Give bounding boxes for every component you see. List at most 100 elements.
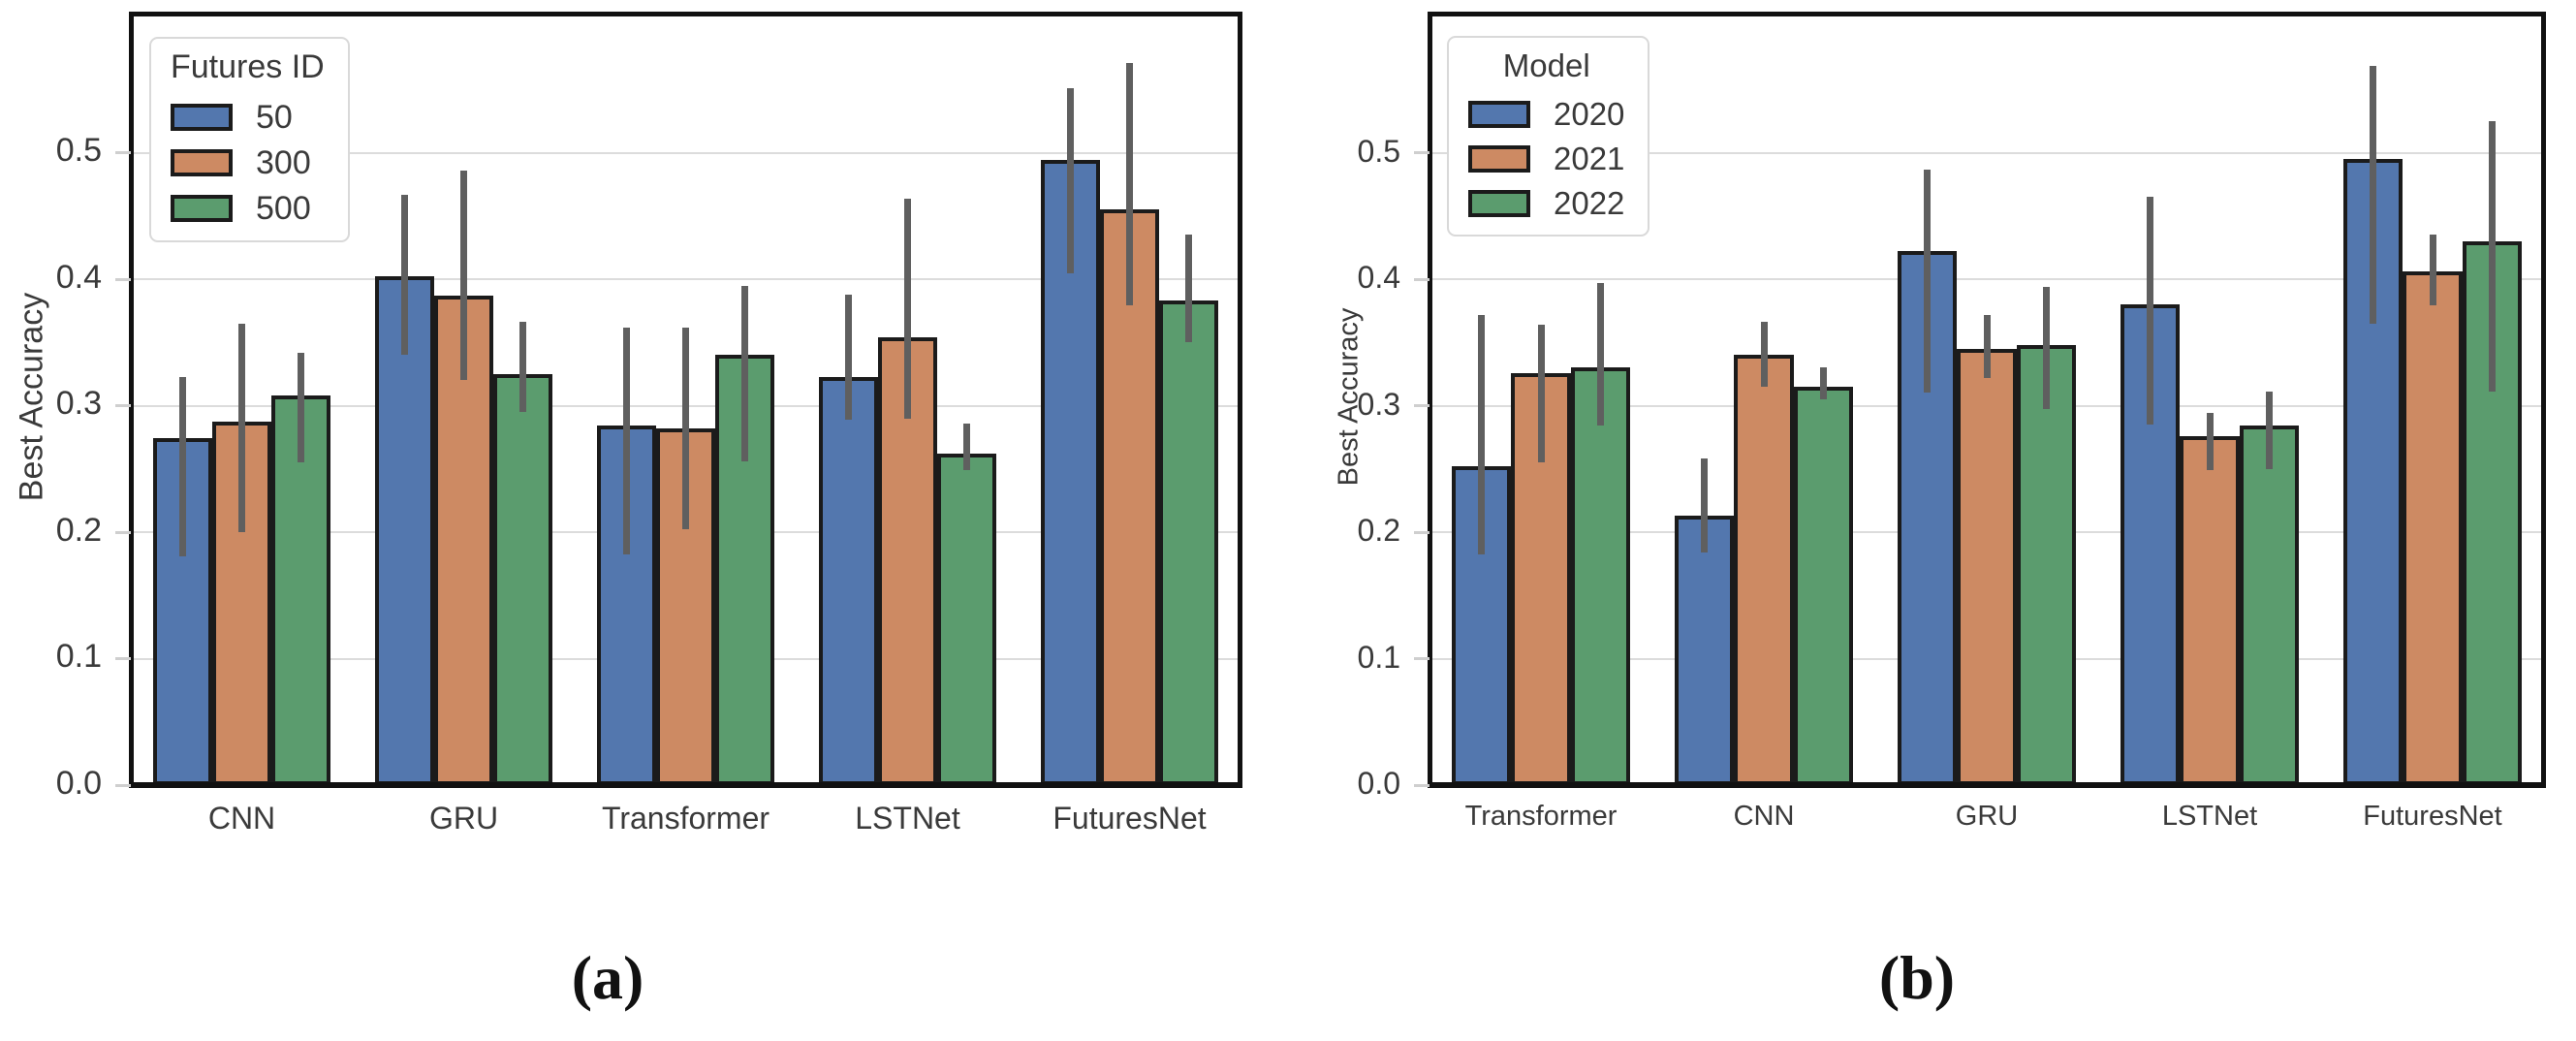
axis-spine	[1428, 782, 2546, 788]
error-bar-CNN-300	[238, 323, 245, 532]
gridline	[131, 151, 1241, 154]
y-tick-label: 0.2	[55, 511, 102, 549]
bar-CNN-2022	[1793, 386, 1853, 785]
error-bar-CNN-2020	[1701, 458, 1709, 552]
bar-LSTNet-2022	[2239, 426, 2299, 785]
error-bar-CNN-2021	[1760, 322, 1768, 387]
bar-GRU-500	[493, 373, 553, 785]
error-bar-Transformer-2021	[1537, 325, 1545, 463]
axis-spine	[129, 12, 1242, 16]
x-tick-label-FuturesNet: FuturesNet	[2363, 801, 2502, 832]
legend-entry-label: 2020	[1554, 96, 1625, 133]
error-bar-FuturesNet-500	[1185, 235, 1193, 343]
error-bar-GRU-2020	[1924, 169, 1932, 394]
error-bar-FuturesNet-2021	[2429, 235, 2436, 306]
legend-entry-50: 50	[171, 101, 325, 134]
gridline	[1429, 278, 2544, 281]
legend-swatch-icon	[171, 194, 233, 222]
error-bar-Transformer-500	[741, 285, 749, 461]
y-tick-label: 0.5	[1357, 133, 1400, 169]
bar-GRU-50	[374, 276, 434, 785]
caption-a: (a)	[571, 943, 644, 1012]
y-tick-mark	[1414, 530, 1429, 534]
bar-LSTNet-500	[937, 454, 997, 785]
legend-entry-label: 300	[256, 143, 311, 181]
bar-FuturesNet-50	[1040, 160, 1100, 785]
x-tick-label-LSTNet: LSTNet	[855, 801, 960, 836]
error-bar-FuturesNet-2020	[2370, 65, 2377, 324]
y-tick-mark	[115, 151, 131, 155]
y-tick-label: 0.5	[55, 132, 102, 170]
error-bar-FuturesNet-2022	[2488, 120, 2496, 393]
error-bar-FuturesNet-300	[1126, 62, 1133, 306]
legend-title: Futures ID	[171, 48, 325, 85]
legend-entry-label: 500	[256, 189, 311, 227]
bar-GRU-2022	[2016, 344, 2076, 785]
y-tick-mark	[115, 783, 131, 787]
legend-entry-2022: 2022	[1468, 187, 1624, 219]
error-bar-GRU-2022	[2042, 286, 2050, 410]
y-tick-mark	[1414, 277, 1429, 281]
error-bar-Transformer-50	[622, 327, 630, 555]
x-tick-label-GRU: GRU	[428, 801, 499, 836]
legend-entry-label: 50	[256, 98, 293, 136]
x-tick-label-CNN: CNN	[207, 801, 276, 836]
y-tick-mark	[115, 530, 131, 534]
legend-entry-2021: 2021	[1468, 142, 1624, 174]
error-bar-GRU-2021	[1983, 314, 1991, 378]
error-bar-Transformer-2022	[1596, 282, 1604, 426]
y-tick-label: 0.4	[1357, 260, 1400, 296]
y-tick-mark	[1414, 151, 1429, 155]
error-bar-LSTNet-50	[844, 294, 852, 420]
bar-LSTNet-2021	[2180, 435, 2240, 785]
error-bar-CNN-500	[298, 352, 305, 463]
y-tick-mark	[1414, 783, 1429, 787]
y-tick-label: 0.3	[55, 385, 102, 423]
bar-FuturesNet-2022	[2462, 240, 2522, 785]
legend-box: Futures ID 50 300 500	[149, 37, 350, 242]
legend-swatch-icon	[1468, 144, 1530, 173]
error-bar-GRU-500	[519, 322, 527, 413]
legend-entry-label: 2021	[1554, 141, 1625, 177]
x-tick-label-CNN: CNN	[1733, 801, 1795, 832]
error-bar-LSTNet-2020	[2147, 197, 2154, 426]
axis-spine	[1428, 12, 1432, 787]
bar-GRU-2021	[1957, 348, 2017, 785]
legend-entry-label: 2022	[1554, 185, 1625, 222]
y-tick-label: 0.0	[55, 764, 102, 802]
legend-swatch-icon	[1468, 189, 1530, 217]
error-bar-LSTNet-300	[904, 198, 911, 419]
error-bar-LSTNet-2022	[2265, 392, 2273, 469]
bar-Transformer-500	[715, 355, 775, 785]
error-bar-Transformer-2020	[1478, 314, 1486, 555]
y-axis-label: Best Accuracy	[13, 292, 50, 502]
error-bar-GRU-50	[400, 194, 408, 356]
gridline	[131, 278, 1241, 281]
x-tick-label-FuturesNet: FuturesNet	[1052, 801, 1207, 836]
y-tick-mark	[115, 657, 131, 660]
y-tick-label: 0.1	[55, 638, 102, 676]
axis-spine	[2541, 12, 2546, 787]
y-tick-label: 0.1	[1357, 639, 1400, 675]
bar-CNN-2020	[1675, 516, 1735, 785]
legend-title: Model	[1502, 47, 1590, 83]
error-bar-Transformer-300	[682, 327, 689, 530]
legend-swatch-icon	[171, 148, 233, 176]
bar-CNN-2021	[1734, 355, 1794, 785]
y-tick-label: 0.0	[1357, 766, 1400, 802]
error-bar-CNN-50	[178, 376, 186, 556]
y-tick-mark	[115, 404, 131, 408]
axis-spine	[129, 12, 134, 787]
y-tick-label: 0.2	[1357, 513, 1400, 549]
axis-spine	[129, 782, 1242, 788]
error-bar-LSTNet-500	[963, 423, 971, 471]
error-bar-GRU-300	[460, 170, 467, 381]
bar-Transformer-2022	[1570, 367, 1630, 785]
axis-spine	[1428, 12, 2546, 16]
y-axis-label: Best Accuracy	[1333, 307, 1365, 487]
y-tick-mark	[1414, 404, 1429, 408]
legend-swatch-icon	[1468, 100, 1530, 128]
legend-box: Model 2020 2021 2022	[1447, 36, 1650, 237]
error-bar-FuturesNet-50	[1066, 87, 1074, 273]
y-tick-label: 0.4	[55, 258, 102, 296]
